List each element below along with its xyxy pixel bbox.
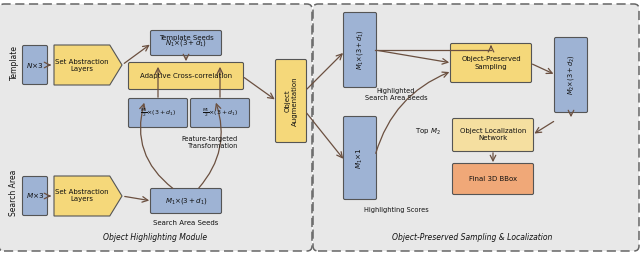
Text: $M_1{\times}(3+d_1)$: $M_1{\times}(3+d_1)$: [355, 30, 365, 70]
Text: $M_2{\times}(3+d_2)$: $M_2{\times}(3+d_2)$: [566, 55, 576, 95]
FancyBboxPatch shape: [452, 119, 534, 152]
Text: Set Abstraction
Layers: Set Abstraction Layers: [55, 59, 109, 71]
Text: $M_1{\times}(3+d_1)$: $M_1{\times}(3+d_1)$: [164, 196, 207, 206]
Text: Search Area Seeds: Search Area Seeds: [154, 220, 219, 226]
Text: $\frac{M_1}{2}{\times}(3+d_1)$: $\frac{M_1}{2}{\times}(3+d_1)$: [202, 107, 238, 119]
FancyBboxPatch shape: [344, 13, 376, 88]
FancyBboxPatch shape: [451, 44, 531, 82]
FancyBboxPatch shape: [129, 99, 188, 127]
Text: $M{\times}3$: $M{\times}3$: [26, 191, 44, 200]
Polygon shape: [54, 176, 122, 216]
Text: Object-Preserved Sampling & Localization: Object-Preserved Sampling & Localization: [392, 233, 552, 242]
Text: $N{\times}3$: $N{\times}3$: [26, 60, 44, 69]
FancyBboxPatch shape: [0, 4, 312, 251]
Text: Object Localization
Network: Object Localization Network: [460, 129, 526, 142]
FancyBboxPatch shape: [129, 62, 243, 90]
FancyBboxPatch shape: [150, 188, 221, 214]
Text: Search Area: Search Area: [10, 170, 19, 216]
FancyBboxPatch shape: [22, 46, 47, 84]
Text: Object
Augmentation: Object Augmentation: [285, 76, 298, 126]
FancyBboxPatch shape: [313, 4, 639, 251]
Text: Adaptive Cross-correlation: Adaptive Cross-correlation: [140, 73, 232, 79]
FancyBboxPatch shape: [452, 164, 534, 195]
Text: Top $M_2$: Top $M_2$: [415, 127, 441, 137]
Polygon shape: [54, 45, 122, 85]
Text: Object Highlighting Module: Object Highlighting Module: [103, 233, 207, 242]
FancyBboxPatch shape: [22, 176, 47, 216]
Text: Highlighting Scores: Highlighting Scores: [364, 207, 428, 213]
Text: Feature-targeted
Transformation: Feature-targeted Transformation: [182, 136, 238, 150]
FancyBboxPatch shape: [150, 30, 221, 56]
Text: Final 3D BBox: Final 3D BBox: [469, 176, 517, 182]
Text: Template: Template: [10, 46, 19, 80]
Text: Object-Preserved
Sampling: Object-Preserved Sampling: [461, 57, 521, 69]
FancyBboxPatch shape: [191, 99, 250, 127]
Text: Set Abstraction
Layers: Set Abstraction Layers: [55, 189, 109, 202]
FancyBboxPatch shape: [554, 37, 588, 112]
Text: Template Seeds: Template Seeds: [159, 35, 213, 41]
Text: $M_1{\times}1$: $M_1{\times}1$: [355, 147, 365, 169]
Text: Highlighted
Search Area Seeds: Highlighted Search Area Seeds: [365, 88, 428, 101]
FancyBboxPatch shape: [275, 59, 307, 143]
Text: $\frac{M_1}{2}{\times}(3+d_1)$: $\frac{M_1}{2}{\times}(3+d_1)$: [140, 107, 177, 119]
FancyBboxPatch shape: [344, 116, 376, 199]
Text: $N_1{\times}(3+d_1)$: $N_1{\times}(3+d_1)$: [165, 38, 207, 48]
